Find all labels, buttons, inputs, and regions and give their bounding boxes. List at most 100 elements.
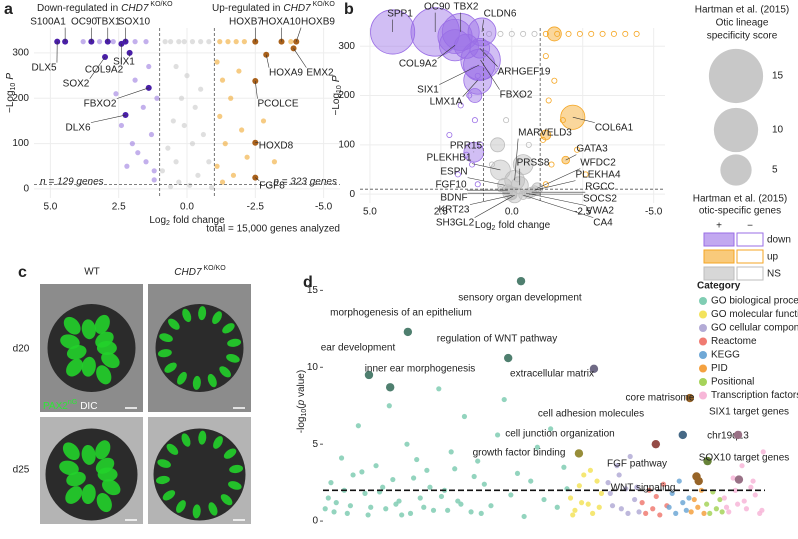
gene-label: VWA2 xyxy=(586,206,614,217)
legend-swatch xyxy=(699,297,707,305)
legend-title: Otic lineage xyxy=(716,18,769,29)
pax2-signal xyxy=(81,484,96,505)
point xyxy=(260,118,267,124)
point xyxy=(362,490,368,496)
point xyxy=(344,510,350,516)
bubble xyxy=(546,26,562,42)
pax2-signal xyxy=(94,314,110,334)
open-point xyxy=(559,117,566,124)
point xyxy=(695,504,701,510)
legend-label: PID xyxy=(711,363,728,374)
gene-label: GATA3 xyxy=(576,144,608,155)
pax2-signal xyxy=(63,316,81,335)
point xyxy=(225,39,231,45)
y-axis-label-part: p xyxy=(296,399,307,406)
point xyxy=(192,104,198,110)
term-label: FGF pathway xyxy=(607,459,667,470)
pax2-signal xyxy=(81,319,96,340)
open-point xyxy=(599,30,606,37)
legend-title: specificity score xyxy=(707,31,778,42)
bubble xyxy=(460,39,501,81)
point xyxy=(636,509,642,515)
x-axis-label-part: 2 xyxy=(492,225,496,232)
gene-label: SOCS2 xyxy=(583,194,617,205)
pax2-signal xyxy=(66,358,83,377)
point xyxy=(129,141,135,147)
pax2-signal xyxy=(223,448,237,459)
panel-letter: a xyxy=(4,1,13,18)
row-label: d25 xyxy=(13,465,30,476)
highlight-point xyxy=(503,353,513,363)
open-point xyxy=(508,30,515,37)
highlight-point xyxy=(516,276,526,286)
label-leader xyxy=(89,56,106,79)
point xyxy=(475,458,481,464)
point xyxy=(355,423,361,429)
point xyxy=(534,444,540,450)
legend-label: Reactome xyxy=(711,336,757,347)
highlight-point xyxy=(703,456,712,466)
label-leader xyxy=(572,116,595,123)
gene-label: DLX6 xyxy=(65,123,90,134)
point xyxy=(653,493,659,500)
point xyxy=(173,63,179,70)
bubble xyxy=(467,88,483,103)
gene-label: ARHGEF19 xyxy=(498,67,551,78)
open-point xyxy=(474,72,481,79)
gene-label: FBXO2 xyxy=(84,99,117,110)
legend-label: Positional xyxy=(711,377,754,388)
legend-swatch xyxy=(699,351,707,359)
point xyxy=(222,141,228,147)
pax2-signal xyxy=(65,486,83,504)
label-leader xyxy=(293,48,307,68)
point xyxy=(585,501,591,507)
point xyxy=(578,500,585,506)
point xyxy=(178,95,185,101)
point xyxy=(407,510,414,516)
point xyxy=(673,510,679,516)
label-leader xyxy=(534,180,576,191)
pax2-signal xyxy=(226,353,240,363)
point xyxy=(110,39,116,45)
legend-swatch xyxy=(736,249,764,264)
y-axis-label-part: 10 xyxy=(336,85,343,93)
label-leader xyxy=(255,81,258,99)
pax2-signal xyxy=(177,371,187,385)
gene-label: COL9A2 xyxy=(399,59,438,70)
point xyxy=(750,478,756,484)
legend-label: GO molecular function xyxy=(711,309,798,320)
point xyxy=(576,483,582,489)
x-axis-label: Log2 fold change xyxy=(475,220,551,233)
open-point xyxy=(488,161,495,168)
legend-label: KEGG xyxy=(711,350,740,361)
legend-label: 10 xyxy=(772,125,784,136)
gene-label: CLDN6 xyxy=(484,9,517,20)
y-axis-label-part: −Log xyxy=(331,93,342,116)
term-label: core matrisome xyxy=(626,393,695,404)
highlight-point xyxy=(385,383,395,392)
term-label: cell adhesion molecules xyxy=(538,409,644,420)
term-label: morphogenesis of an epithelium xyxy=(330,308,472,319)
panel-title-part: KO/KO xyxy=(150,1,173,8)
legend-swatch xyxy=(699,337,707,346)
x-tick-label: -5.0 xyxy=(645,207,663,218)
panel-title-part: CHD7 xyxy=(121,3,149,14)
y-tick-label: 200 xyxy=(12,93,29,104)
point xyxy=(230,172,237,178)
pax2-signal xyxy=(62,442,80,461)
gene-label: SIX1 xyxy=(417,85,439,96)
panel-title-part: Up-regulated in xyxy=(212,3,280,14)
point xyxy=(424,467,430,473)
label-leader xyxy=(474,194,515,218)
point xyxy=(734,501,741,507)
point xyxy=(206,159,212,165)
point xyxy=(236,68,242,74)
x-axis-label-part: 2 xyxy=(166,220,170,227)
y-tick-label: 15 xyxy=(307,285,319,296)
point xyxy=(365,512,371,518)
pax2-signal xyxy=(227,338,242,347)
pax2-signal xyxy=(212,311,222,325)
y-tick-label: 0 xyxy=(312,516,318,527)
open-point xyxy=(486,30,493,37)
panel-title-part: Down-regulated in xyxy=(37,3,118,14)
